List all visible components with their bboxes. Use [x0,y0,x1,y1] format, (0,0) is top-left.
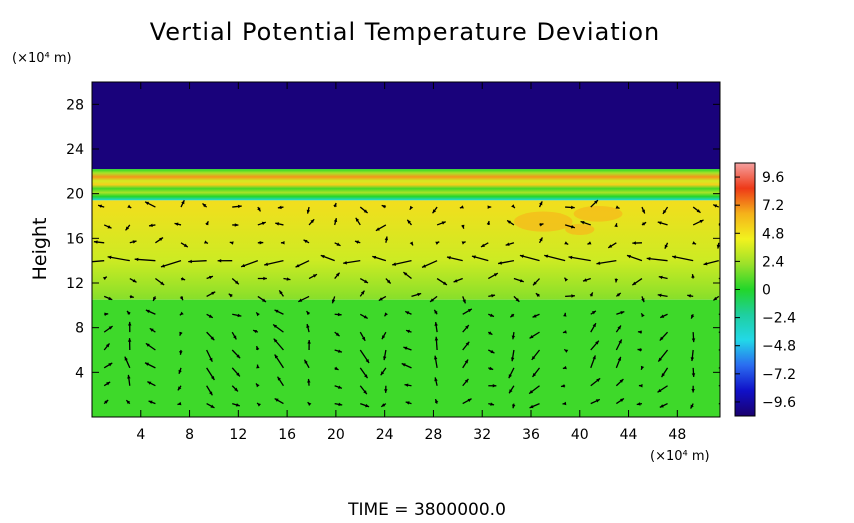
colorbar-tick-label: 4.8 [762,226,784,242]
vector-arrowhead [724,383,728,386]
colorbar-tick-label: −9.6 [762,395,796,411]
x-tick-label: 4 [136,427,145,443]
y-tick-label: 24 [66,142,84,158]
vector-arrowhead [721,331,725,334]
warm-patch [574,206,623,222]
x-tick-label: 40 [571,427,589,443]
vector-arrowhead [720,277,724,280]
x-tick-label: 28 [425,427,443,443]
x-tick-label: 36 [522,427,540,443]
warm-patch [514,212,573,232]
y-tick-label: 28 [66,97,84,113]
y-tick-label: 16 [66,231,84,247]
y-axis-label: Height [29,218,51,281]
colorbar-tick-label: 2.4 [762,254,784,270]
y-tick-label: 4 [75,365,84,381]
warm-patch [565,224,594,235]
vector-arrowhead [724,403,728,406]
layer-lower [92,300,720,417]
colorbar-tick-label: 9.6 [762,170,784,186]
layer-band [92,169,720,200]
x-tick-label: 12 [229,427,247,443]
colorbar-tick-label: 0 [762,283,771,299]
vector-arrowhead [723,367,727,370]
time-label: TIME = 3800000.0 [347,500,506,519]
x-tick-label: 24 [376,427,394,443]
x-tick-label: 44 [620,427,638,443]
temperature-field [92,82,720,417]
x-tick-label: 16 [278,427,296,443]
chart-title: Vertial Potential Temperature Deviation [150,18,661,46]
vector-arrowhead [724,313,728,316]
colorbar-tick-label: −4.8 [762,339,796,355]
plot-area [85,82,728,417]
layer-upper [92,82,720,169]
y-tick-label: 8 [75,321,84,337]
x-tick-label: 32 [473,427,491,443]
y-tick-label: 20 [66,187,84,203]
x-tick-label: 48 [668,427,686,443]
layer-mid [92,200,720,299]
x-tick-label: 20 [327,427,345,443]
y-unit-label: (×10⁴ m) [12,51,72,66]
x-unit-label: (×10⁴ m) [650,449,710,464]
vector-arrowhead [85,260,89,263]
colorbar-tick-label: −2.4 [762,311,796,327]
colorbar-tick-label: −7.2 [762,367,796,383]
y-tick-label: 12 [66,276,84,292]
colorbar-tick-label: 7.2 [762,198,784,214]
x-tick-label: 8 [185,427,194,443]
